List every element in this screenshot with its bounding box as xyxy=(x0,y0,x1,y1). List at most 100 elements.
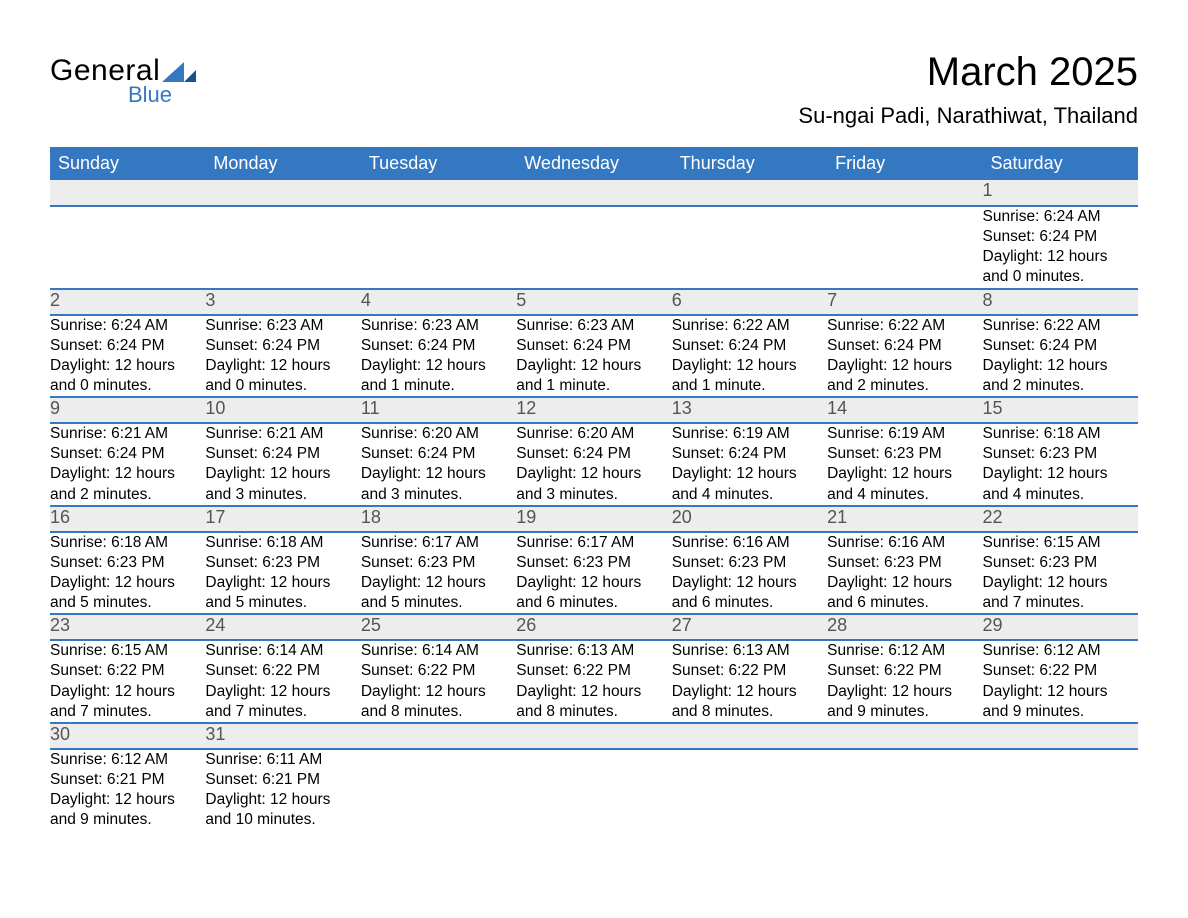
detail-line: Sunset: 6:24 PM xyxy=(672,336,827,356)
day-detail-cell: Sunrise: 6:15 AMSunset: 6:22 PMDaylight:… xyxy=(50,640,205,723)
day-detail-cell: Sunrise: 6:23 AMSunset: 6:24 PMDaylight:… xyxy=(361,315,516,398)
detail-row: Sunrise: 6:18 AMSunset: 6:23 PMDaylight:… xyxy=(50,532,1138,615)
detail-line: Daylight: 12 hours xyxy=(516,356,671,376)
detail-line: Sunrise: 6:19 AM xyxy=(827,424,982,444)
detail-line: Sunset: 6:22 PM xyxy=(672,661,827,681)
detail-line: and 7 minutes. xyxy=(205,702,360,722)
day-number-cell xyxy=(983,723,1138,749)
detail-line: Daylight: 12 hours xyxy=(516,464,671,484)
detail-line: and 3 minutes. xyxy=(361,485,516,505)
detail-line: Sunrise: 6:15 AM xyxy=(50,641,205,661)
detail-line: Sunrise: 6:20 AM xyxy=(361,424,516,444)
day-number-cell: 16 xyxy=(50,506,205,532)
day-number-cell xyxy=(361,180,516,206)
day-number-cell: 23 xyxy=(50,614,205,640)
day-detail-cell xyxy=(361,749,516,831)
detail-line: Sunset: 6:23 PM xyxy=(205,553,360,573)
detail-line: and 4 minutes. xyxy=(827,485,982,505)
detail-line: Daylight: 12 hours xyxy=(361,356,516,376)
day-detail-cell xyxy=(672,206,827,289)
logo-mark-icon xyxy=(162,62,196,82)
detail-line: Daylight: 12 hours xyxy=(516,573,671,593)
day-detail-cell: Sunrise: 6:22 AMSunset: 6:24 PMDaylight:… xyxy=(827,315,982,398)
day-detail-cell: Sunrise: 6:19 AMSunset: 6:24 PMDaylight:… xyxy=(672,423,827,506)
detail-line: Sunset: 6:21 PM xyxy=(205,770,360,790)
detail-line: and 2 minutes. xyxy=(983,376,1138,396)
day-detail-cell: Sunrise: 6:14 AMSunset: 6:22 PMDaylight:… xyxy=(361,640,516,723)
detail-line: Sunset: 6:24 PM xyxy=(361,444,516,464)
detail-line: Daylight: 12 hours xyxy=(827,682,982,702)
detail-line: and 0 minutes. xyxy=(205,376,360,396)
day-number-cell: 3 xyxy=(205,289,360,315)
detail-line: Sunset: 6:22 PM xyxy=(516,661,671,681)
day-number-cell: 9 xyxy=(50,397,205,423)
detail-line: Sunrise: 6:13 AM xyxy=(516,641,671,661)
detail-row: Sunrise: 6:24 AMSunset: 6:24 PMDaylight:… xyxy=(50,315,1138,398)
detail-line: Daylight: 12 hours xyxy=(672,573,827,593)
detail-line: Daylight: 12 hours xyxy=(205,356,360,376)
day-number-cell: 8 xyxy=(983,289,1138,315)
detail-line: Daylight: 12 hours xyxy=(827,464,982,484)
detail-line: Sunrise: 6:12 AM xyxy=(827,641,982,661)
col-thursday: Thursday xyxy=(672,147,827,180)
detail-line: Sunrise: 6:17 AM xyxy=(361,533,516,553)
day-number-cell: 7 xyxy=(827,289,982,315)
day-detail-cell xyxy=(516,749,671,831)
detail-line: Sunrise: 6:18 AM xyxy=(983,424,1138,444)
daynum-row: 3031 xyxy=(50,723,1138,749)
day-detail-cell: Sunrise: 6:12 AMSunset: 6:22 PMDaylight:… xyxy=(827,640,982,723)
calendar-body: 1Sunrise: 6:24 AMSunset: 6:24 PMDaylight… xyxy=(50,180,1138,830)
day-detail-cell: Sunrise: 6:18 AMSunset: 6:23 PMDaylight:… xyxy=(205,532,360,615)
day-detail-cell: Sunrise: 6:14 AMSunset: 6:22 PMDaylight:… xyxy=(205,640,360,723)
col-monday: Monday xyxy=(205,147,360,180)
detail-line: Sunrise: 6:22 AM xyxy=(827,316,982,336)
day-number-cell: 28 xyxy=(827,614,982,640)
logo: General Blue xyxy=(50,54,196,108)
day-number-cell xyxy=(361,723,516,749)
detail-line: Sunrise: 6:23 AM xyxy=(361,316,516,336)
detail-line: and 4 minutes. xyxy=(672,485,827,505)
detail-line: Daylight: 12 hours xyxy=(983,464,1138,484)
detail-line: Sunrise: 6:23 AM xyxy=(516,316,671,336)
day-detail-cell: Sunrise: 6:18 AMSunset: 6:23 PMDaylight:… xyxy=(983,423,1138,506)
day-detail-cell: Sunrise: 6:16 AMSunset: 6:23 PMDaylight:… xyxy=(672,532,827,615)
detail-line: and 7 minutes. xyxy=(50,702,205,722)
day-number-cell: 26 xyxy=(516,614,671,640)
detail-line: Sunset: 6:24 PM xyxy=(827,336,982,356)
detail-line: and 10 minutes. xyxy=(205,810,360,830)
day-detail-cell: Sunrise: 6:17 AMSunset: 6:23 PMDaylight:… xyxy=(361,532,516,615)
detail-line: and 9 minutes. xyxy=(827,702,982,722)
detail-line: Daylight: 12 hours xyxy=(672,356,827,376)
daynum-row: 1 xyxy=(50,180,1138,206)
detail-line: Sunset: 6:24 PM xyxy=(361,336,516,356)
detail-row: Sunrise: 6:24 AMSunset: 6:24 PMDaylight:… xyxy=(50,206,1138,289)
page-title: March 2025 xyxy=(798,50,1138,95)
detail-line: Sunrise: 6:14 AM xyxy=(361,641,516,661)
header-row: Sunday Monday Tuesday Wednesday Thursday… xyxy=(50,147,1138,180)
detail-line: Sunset: 6:23 PM xyxy=(516,553,671,573)
detail-line: Sunset: 6:23 PM xyxy=(827,553,982,573)
detail-row: Sunrise: 6:21 AMSunset: 6:24 PMDaylight:… xyxy=(50,423,1138,506)
detail-line: Sunset: 6:23 PM xyxy=(827,444,982,464)
col-tuesday: Tuesday xyxy=(361,147,516,180)
day-detail-cell xyxy=(516,206,671,289)
day-number-cell: 1 xyxy=(983,180,1138,206)
detail-line: Daylight: 12 hours xyxy=(827,356,982,376)
day-number-cell: 15 xyxy=(983,397,1138,423)
day-detail-cell xyxy=(983,749,1138,831)
detail-line: Daylight: 12 hours xyxy=(361,682,516,702)
day-number-cell: 2 xyxy=(50,289,205,315)
detail-line: Daylight: 12 hours xyxy=(50,464,205,484)
day-detail-cell: Sunrise: 6:23 AMSunset: 6:24 PMDaylight:… xyxy=(516,315,671,398)
detail-line: Sunset: 6:23 PM xyxy=(672,553,827,573)
day-detail-cell: Sunrise: 6:13 AMSunset: 6:22 PMDaylight:… xyxy=(516,640,671,723)
col-friday: Friday xyxy=(827,147,982,180)
day-number-cell: 29 xyxy=(983,614,1138,640)
daynum-row: 23242526272829 xyxy=(50,614,1138,640)
detail-line: Sunrise: 6:15 AM xyxy=(983,533,1138,553)
day-number-cell: 5 xyxy=(516,289,671,315)
detail-line: Sunset: 6:23 PM xyxy=(361,553,516,573)
detail-line: Sunset: 6:22 PM xyxy=(50,661,205,681)
day-number-cell: 19 xyxy=(516,506,671,532)
detail-line: Sunset: 6:21 PM xyxy=(50,770,205,790)
